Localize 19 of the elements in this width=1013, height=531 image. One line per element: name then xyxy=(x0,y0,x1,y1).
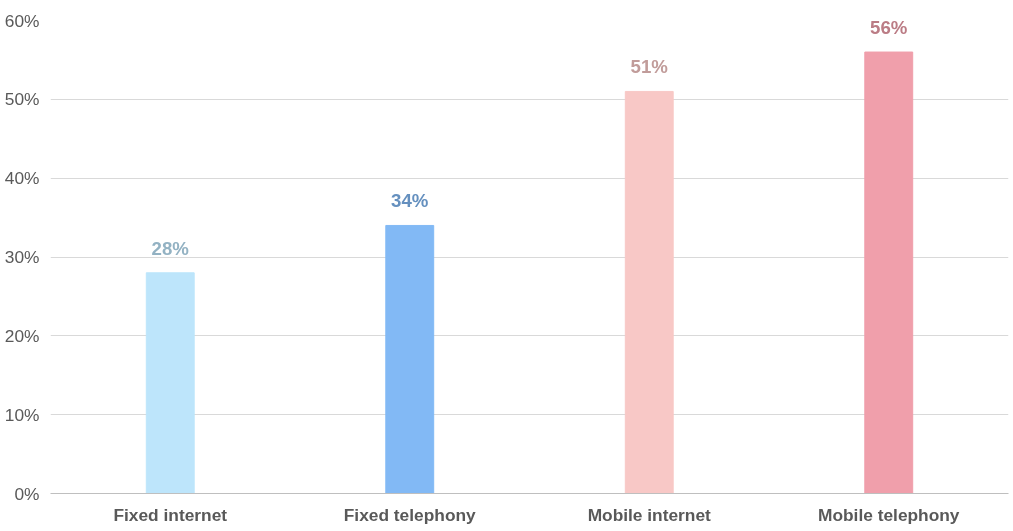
y-tick-label: 30% xyxy=(4,247,40,267)
x-tick-label: Fixed internet xyxy=(113,504,228,525)
data-label: 28% xyxy=(151,237,190,259)
y-tick-label: 10% xyxy=(4,404,40,425)
x-tick-label: Mobile telephony xyxy=(817,504,960,525)
y-tick-label: 50% xyxy=(4,89,40,110)
x-tick-label: Mobile internet xyxy=(587,504,712,525)
bar xyxy=(864,51,914,494)
bar xyxy=(624,90,674,494)
y-tick-label: 40% xyxy=(4,168,40,189)
data-label: 34% xyxy=(391,190,429,212)
bar xyxy=(385,224,435,494)
data-label: 56% xyxy=(870,17,908,39)
data-label: 51% xyxy=(630,56,669,78)
y-tick-label: 60% xyxy=(4,10,40,31)
y-tick-label: 20% xyxy=(4,325,40,346)
bar xyxy=(145,272,195,494)
x-tick-label: Fixed telephony xyxy=(343,504,477,525)
y-tick-label: 0% xyxy=(14,483,40,504)
